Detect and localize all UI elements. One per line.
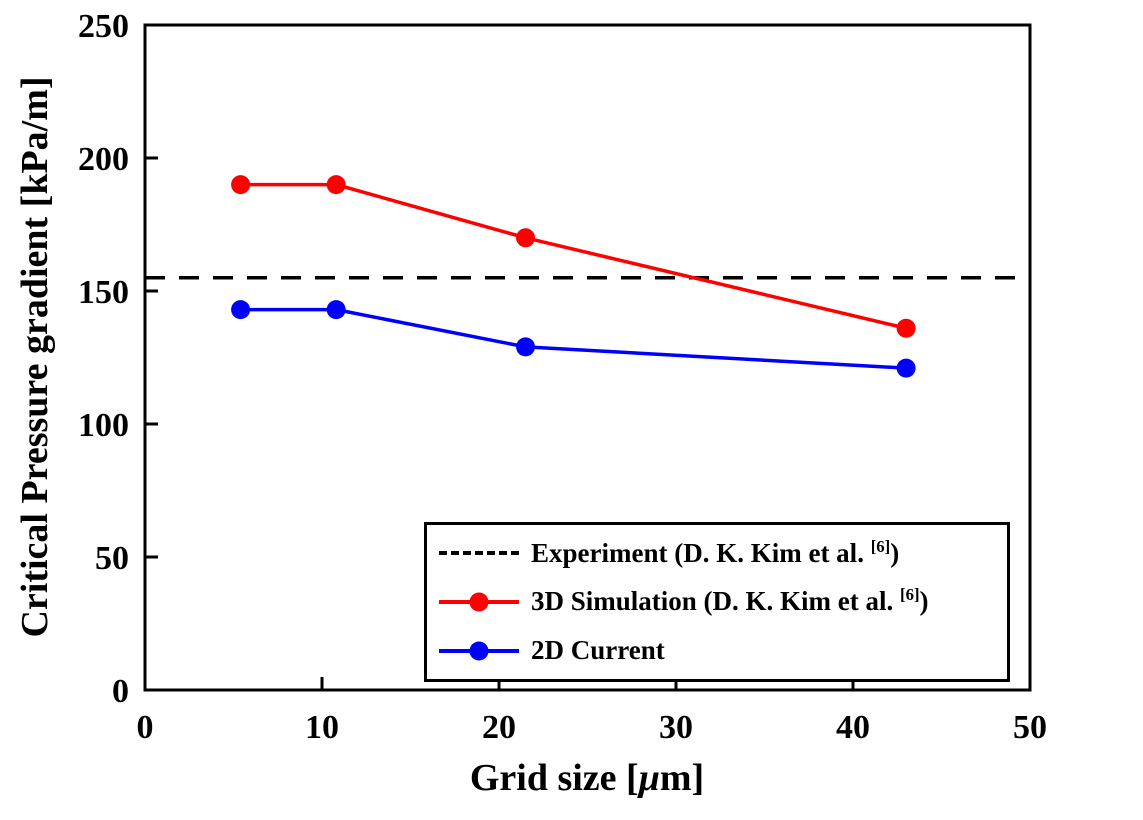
x-tick-label: 30 (659, 709, 693, 746)
y-tick-label: 200 (78, 141, 129, 178)
y-tick-label: 50 (95, 540, 129, 577)
x-axis-label-text: Grid size [ (469, 757, 639, 799)
x-tick-label: 40 (836, 709, 870, 746)
legend-line-marker-swatch (439, 591, 519, 613)
legend-line-marker-swatch (439, 640, 519, 662)
legend-box: Experiment (D. K. Kim et al. [6]) 3D Simu… (424, 522, 1010, 682)
mu-symbol: μ (638, 757, 660, 799)
series-line-1 (240, 182, 907, 330)
series-line-2 (240, 307, 907, 370)
legend-marker-dot (469, 641, 489, 661)
y-tick-label: 0 (112, 673, 129, 710)
series-marker (231, 300, 251, 320)
y-tick-label: 150 (78, 274, 129, 311)
legend-label: Experiment (D. K. Kim et al. [6]) (531, 536, 900, 568)
y-axis-label: Critical Pressure gradient [kPa/m] (14, 76, 56, 638)
legend-marker-dot (469, 592, 489, 612)
x-axis-label-unit: m] (659, 757, 705, 799)
plot-border (143, 23, 1032, 692)
series-marker (896, 358, 916, 378)
x-tick-label: 50 (1013, 709, 1047, 746)
x-tick-label: 20 (482, 709, 516, 746)
x-tick-label: 10 (305, 709, 339, 746)
legend-dashed-line-swatch (439, 542, 519, 564)
series-marker (896, 318, 916, 338)
legend-label: 2D Current (531, 635, 665, 666)
x-axis-label: Grid size [μm] (470, 756, 704, 800)
legend-item: Experiment (D. K. Kim et al. [6]) (439, 538, 1003, 569)
x-tick-label: 0 (137, 709, 154, 746)
legend-item: 2D Current (439, 635, 1003, 666)
series-marker (231, 175, 251, 195)
legend-label: 3D Simulation (D. K. Kim et al. [6]) (531, 585, 929, 617)
y-tick-label: 250 (78, 8, 129, 45)
series-marker (326, 175, 346, 195)
legend-item: 3D Simulation (D. K. Kim et al. [6]) (439, 586, 1003, 617)
series-marker (516, 228, 536, 248)
series-marker (326, 300, 346, 320)
y-tick-label: 100 (78, 407, 129, 444)
series-marker (516, 337, 536, 357)
